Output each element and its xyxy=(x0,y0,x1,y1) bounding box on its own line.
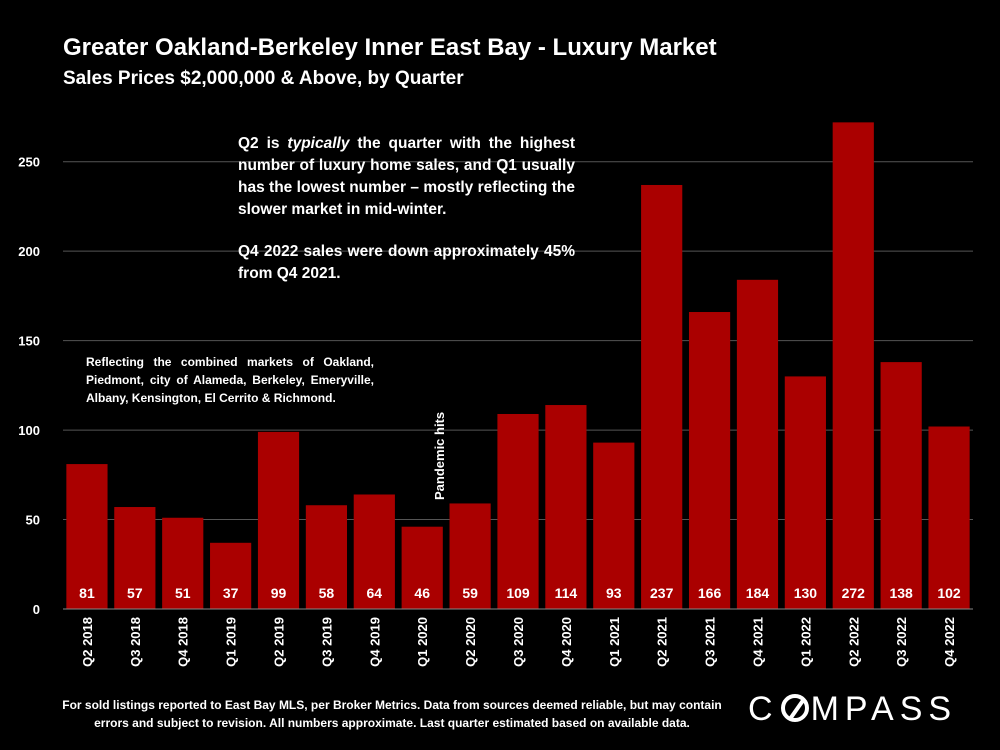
bar-value-label: 99 xyxy=(271,585,287,601)
x-tick-label: Q3 2020 xyxy=(511,617,526,667)
bar-value-label: 102 xyxy=(937,585,961,601)
bar xyxy=(545,405,587,609)
x-tick-label: Q4 2022 xyxy=(942,617,957,667)
y-tick-label: 0 xyxy=(33,602,40,617)
bar-value-label: 114 xyxy=(555,585,578,601)
bar-value-label: 59 xyxy=(462,585,478,601)
x-tick-label: Q1 2021 xyxy=(607,617,622,667)
x-tick-label: Q2 2019 xyxy=(272,617,287,667)
bar-value-label: 58 xyxy=(319,585,335,601)
bar xyxy=(353,494,395,609)
bar xyxy=(162,517,204,609)
x-tick-label: Q4 2020 xyxy=(559,617,574,667)
bar-value-label: 57 xyxy=(127,585,143,601)
x-tick-label: Q4 2018 xyxy=(176,617,191,667)
bar-value-label: 37 xyxy=(223,585,239,601)
chart-subtitle: Sales Prices $2,000,000 & Above, by Quar… xyxy=(63,68,464,89)
bar xyxy=(880,362,922,609)
commentary-paragraph-2: Q4 2022 sales were down approximately 45… xyxy=(238,243,575,282)
bar-value-label: 81 xyxy=(79,585,95,601)
x-tick-label: Q2 2020 xyxy=(463,617,478,667)
x-tick-label: Q4 2021 xyxy=(750,617,765,667)
bar-value-label: 184 xyxy=(746,585,770,601)
bar xyxy=(114,507,156,609)
bar-value-label: 51 xyxy=(175,585,191,601)
x-tick-label: Q2 2021 xyxy=(655,617,670,667)
bar xyxy=(497,413,539,609)
bar xyxy=(305,505,348,609)
y-tick-label: 100 xyxy=(18,423,40,438)
bar xyxy=(257,431,300,609)
bar xyxy=(593,442,635,609)
y-tick-label: 50 xyxy=(26,513,40,528)
y-tick-label: 150 xyxy=(18,334,40,349)
markets-note: Reflecting the combined markets of Oakla… xyxy=(86,355,374,405)
x-tick-label: Q1 2022 xyxy=(798,617,813,667)
x-tick-label: Q1 2019 xyxy=(224,617,239,667)
bar xyxy=(784,376,826,609)
bar-value-label: 64 xyxy=(367,585,383,601)
bar-value-label: 138 xyxy=(889,585,913,601)
bar xyxy=(449,503,491,609)
x-tick-label: Q3 2018 xyxy=(128,617,143,667)
bar-value-label: 237 xyxy=(650,585,674,601)
commentary-note: Q2 is typically the quarter with the hig… xyxy=(238,133,575,305)
bar xyxy=(66,464,108,609)
y-tick-label: 200 xyxy=(18,244,40,259)
pandemic-annotation: Pandemic hits xyxy=(432,412,447,500)
bar-value-label: 109 xyxy=(506,585,530,601)
compass-o-mark-icon xyxy=(780,694,809,722)
bar-value-label: 130 xyxy=(794,585,818,601)
commentary-paragraph-1: Q2 is typically the quarter with the hig… xyxy=(238,135,575,218)
x-tick-label: Q3 2022 xyxy=(894,617,909,667)
y-tick-label: 250 xyxy=(18,155,40,170)
bar-value-label: 93 xyxy=(606,585,622,601)
x-tick-label: Q3 2019 xyxy=(319,617,334,667)
x-tick-label: Q2 2018 xyxy=(80,617,95,667)
bar xyxy=(210,542,252,609)
bar xyxy=(736,279,779,609)
bar-value-label: 272 xyxy=(842,585,866,601)
bar-value-label: 166 xyxy=(698,585,722,601)
bar xyxy=(832,122,874,609)
bar xyxy=(688,312,731,609)
bar xyxy=(928,426,970,609)
chart-title: Greater Oakland-Berkeley Inner East Bay … xyxy=(63,34,717,61)
bar-value-label: 46 xyxy=(414,585,430,601)
bar xyxy=(641,184,683,609)
compass-logo: C MPASS xyxy=(748,690,958,728)
bar xyxy=(401,526,443,609)
x-tick-label: Q1 2020 xyxy=(415,617,430,667)
x-tick-label: Q4 2019 xyxy=(367,617,382,667)
x-tick-label: Q3 2021 xyxy=(703,617,718,667)
footer-disclaimer: For sold listings reported to East Bay M… xyxy=(62,698,722,730)
x-tick-label: Q2 2022 xyxy=(846,617,861,667)
